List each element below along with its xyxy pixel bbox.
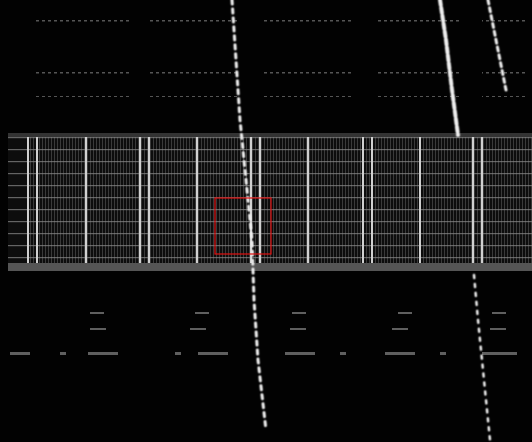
page: (() => { const data = JSON.parse(documen… — [0, 0, 532, 442]
grid-band — [8, 133, 532, 271]
scan-image — [0, 0, 532, 442]
